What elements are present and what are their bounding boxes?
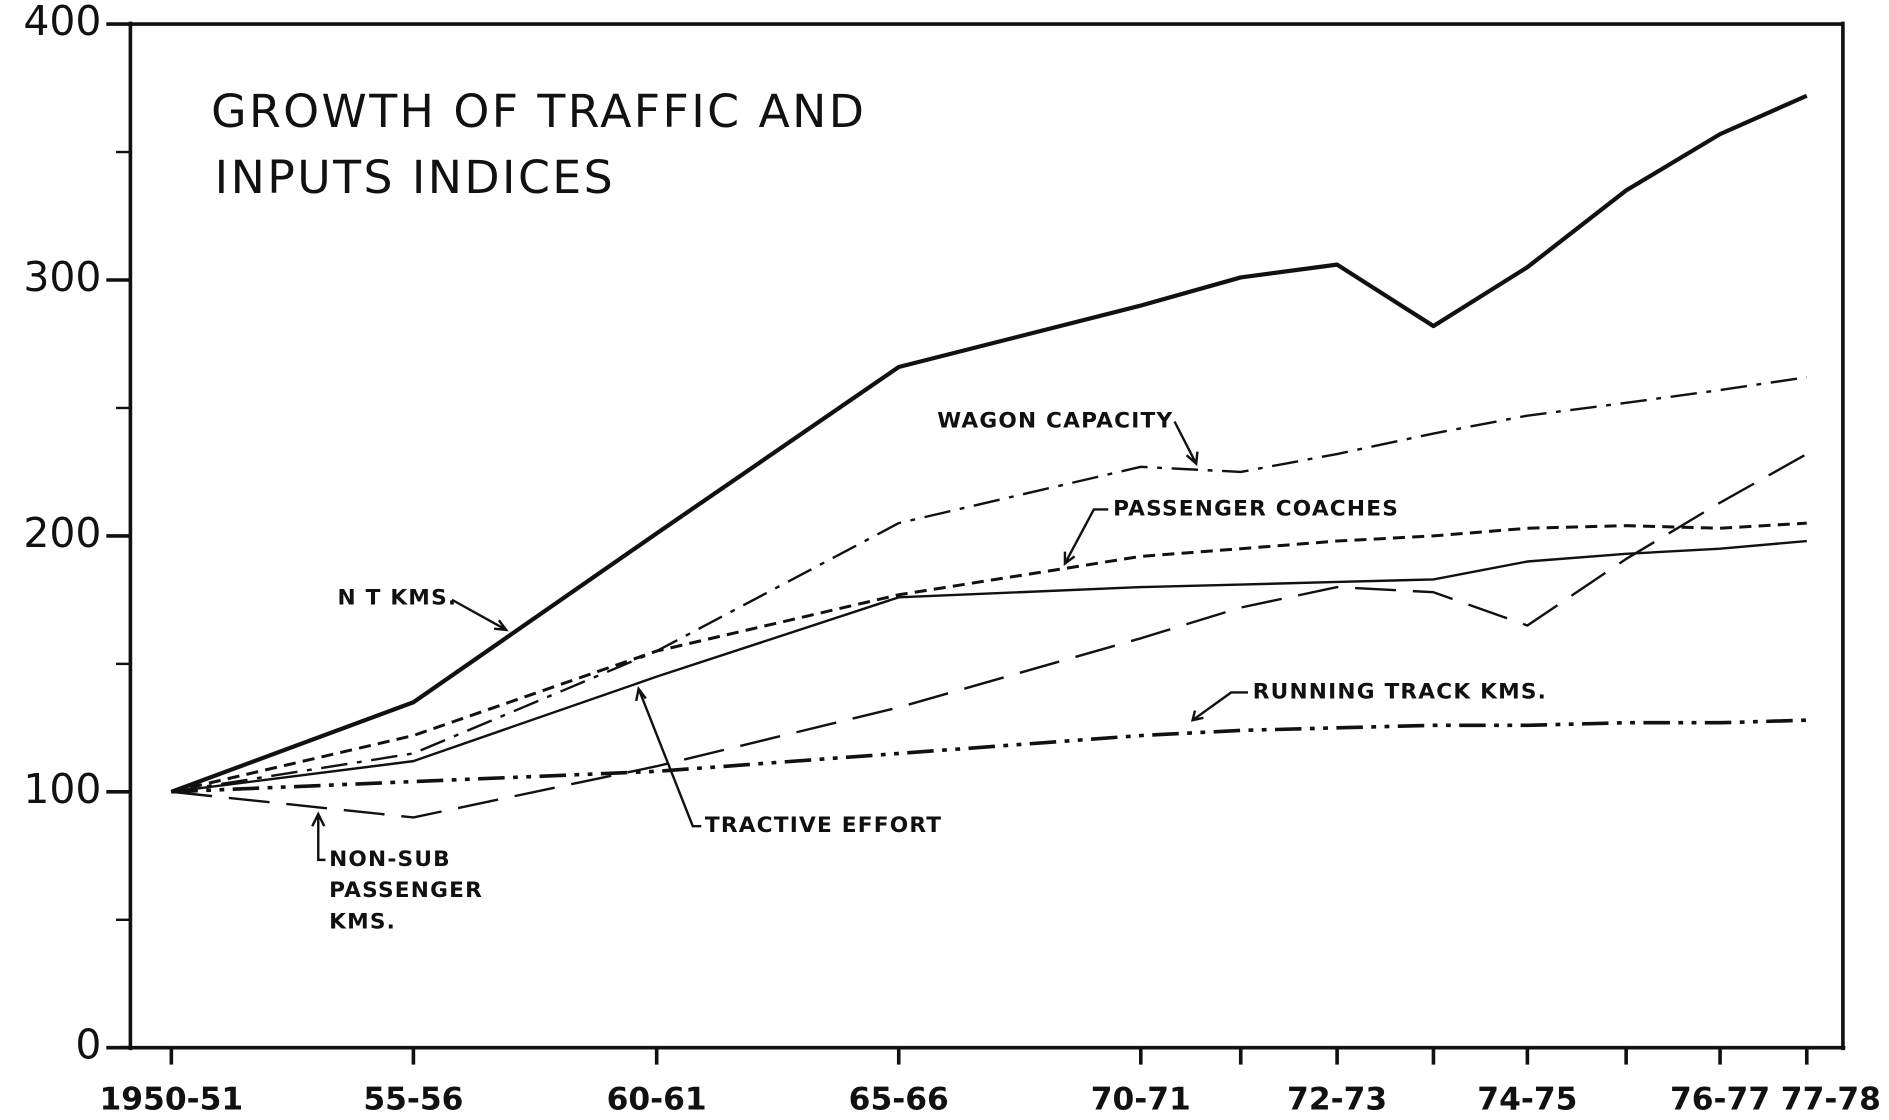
arrow xyxy=(451,598,509,632)
x-tick-label: 72-73 xyxy=(1287,1082,1387,1118)
arrow xyxy=(635,685,702,828)
arrow xyxy=(1063,508,1109,567)
x-tick-label: 60-61 xyxy=(607,1082,707,1118)
annotation-arrows xyxy=(311,420,1248,862)
series-label: N T KMS. xyxy=(338,586,458,611)
arrow xyxy=(311,811,326,862)
x-tick-label: 77-78 xyxy=(1781,1082,1881,1118)
series-label: PASSENGER xyxy=(329,878,483,903)
y-tick-label: 300 xyxy=(23,253,101,301)
series-line xyxy=(171,452,1808,819)
chart-title: INPUTS INDICES xyxy=(215,151,615,204)
series-line xyxy=(171,376,1807,794)
arrow xyxy=(1190,691,1248,722)
y-tick-label: 400 xyxy=(23,0,101,45)
y-tick-label: 200 xyxy=(23,509,101,557)
x-tick-label: 55-56 xyxy=(363,1082,463,1118)
y-tick-label: 100 xyxy=(23,765,101,813)
arrow xyxy=(1173,420,1199,467)
series-label: WAGON CAPACITY xyxy=(937,409,1173,434)
x-tick-label: 74-75 xyxy=(1477,1082,1577,1118)
series-label: TRACTIVE EFFORT xyxy=(705,813,942,838)
series-label: PASSENGER COACHES xyxy=(1113,496,1399,521)
x-tick-label: 76-77 xyxy=(1670,1082,1770,1118)
x-tick-label: 1950-51 xyxy=(100,1082,244,1118)
series-line xyxy=(170,521,1807,794)
series-label: NON-SUB xyxy=(329,847,451,872)
series-line xyxy=(171,539,1807,794)
series-line xyxy=(171,718,1807,794)
series-label: RUNNING TRACK KMS. xyxy=(1253,679,1547,704)
chart-title: GROWTH OF TRAFFIC AND xyxy=(211,85,866,138)
x-tick-label: 65-66 xyxy=(849,1082,949,1118)
series-line xyxy=(170,93,1808,794)
series-label: KMS. xyxy=(329,909,396,934)
x-tick-label: 70-71 xyxy=(1091,1082,1191,1118)
y-tick-label: 0 xyxy=(75,1021,101,1069)
